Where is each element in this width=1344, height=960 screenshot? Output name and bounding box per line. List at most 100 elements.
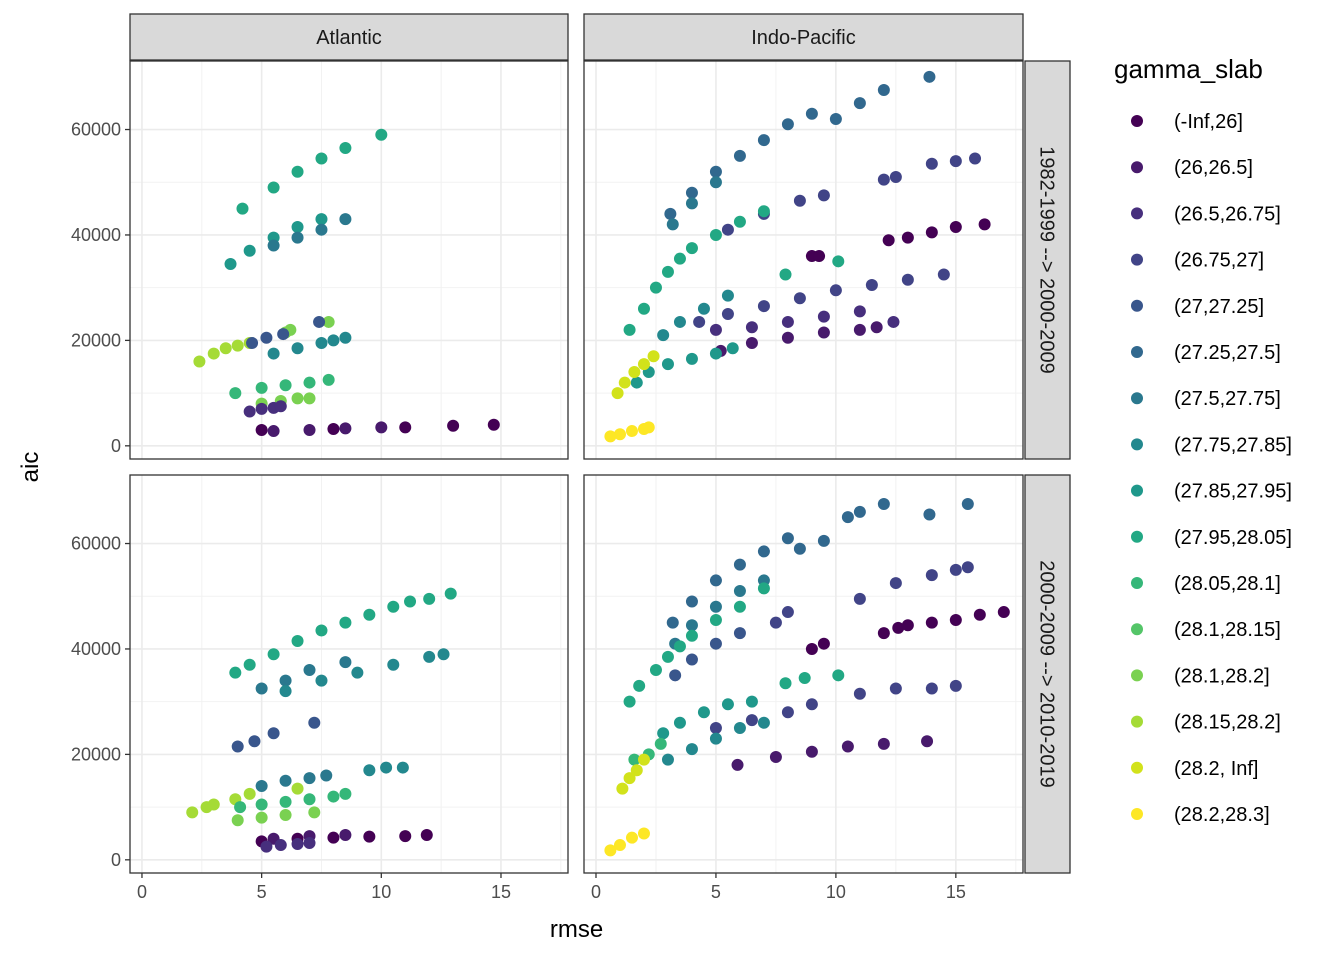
data-point (877, 173, 890, 186)
x-axis-col-2: 0 5 10 15 (591, 873, 966, 902)
legend-item: (-Inf,26] (1131, 111, 1243, 133)
legend-key (1131, 715, 1143, 728)
data-point (757, 582, 770, 595)
legend-item: (26,26.5] (1131, 157, 1253, 179)
data-point (255, 402, 268, 415)
data-series (731, 735, 934, 771)
data-point (399, 830, 412, 843)
data-point (949, 613, 962, 626)
data-point (375, 128, 388, 141)
data-point (925, 157, 938, 170)
data-point (303, 376, 316, 389)
data-point (339, 656, 352, 669)
data-series (611, 350, 660, 400)
data-point (618, 376, 631, 389)
data-point (234, 801, 247, 814)
data-point (322, 315, 335, 328)
data-point (291, 165, 304, 178)
data-point (327, 790, 340, 803)
data-point (925, 616, 938, 629)
data-point (315, 624, 328, 637)
data-point (613, 839, 626, 852)
data-point (623, 695, 636, 708)
legend-key (1131, 253, 1143, 266)
data-point (267, 727, 280, 740)
data-point (805, 107, 818, 120)
data-point (887, 315, 900, 328)
data-point (949, 563, 962, 576)
data-point (923, 508, 936, 521)
data-point (327, 422, 340, 435)
data-point (817, 534, 830, 547)
legend-item: (26.5,26.75] (1131, 203, 1281, 225)
data-point (647, 350, 660, 363)
data-series (657, 695, 758, 740)
data-point (733, 584, 746, 597)
data-point (829, 112, 842, 125)
data-series (193, 337, 256, 368)
data-point (260, 331, 273, 344)
legend-key (1131, 577, 1143, 589)
legend-title: gamma_slab (1114, 54, 1263, 84)
data-point (673, 252, 686, 265)
data-point (709, 732, 722, 745)
y-axis-title: aic (17, 452, 44, 483)
data-point (642, 421, 655, 434)
data-point (685, 619, 698, 632)
data-point (375, 421, 388, 434)
facet-row-strip-1: 1982-1999 --> 2000-2009 (1024, 60, 1071, 460)
data-point (387, 600, 400, 613)
y-tick-label: 40000 (71, 639, 121, 659)
data-point (229, 666, 242, 679)
data-series (234, 787, 352, 814)
data-point (267, 239, 280, 252)
data-point (444, 587, 457, 600)
data-point (757, 205, 770, 218)
data-series (231, 806, 321, 827)
data-point (315, 337, 328, 350)
data-series (721, 152, 982, 236)
data-point (291, 221, 304, 234)
data-point (248, 735, 261, 748)
data-point (853, 305, 866, 318)
data-point (625, 425, 638, 438)
data-point (279, 674, 292, 687)
data-point (661, 358, 674, 371)
legend-label: (28.2,28.3] (1174, 804, 1270, 826)
data-series (666, 497, 974, 629)
data-point (380, 761, 393, 774)
y-tick-label: 60000 (71, 120, 121, 140)
data-series (657, 289, 734, 342)
data-series (279, 648, 450, 698)
data-point (709, 637, 722, 650)
data-point (757, 716, 770, 729)
data-point (666, 616, 679, 629)
data-point (709, 574, 722, 587)
y-axis-row-2: 0 20000 40000 60000 (71, 534, 130, 870)
data-point (769, 616, 782, 629)
data-point (923, 70, 936, 83)
x-tick-label: 10 (826, 882, 846, 902)
data-point (243, 787, 256, 800)
data-point (709, 613, 722, 626)
data-point (733, 600, 746, 613)
data-point (853, 592, 866, 605)
data-point (255, 424, 268, 437)
legend-key (1131, 299, 1143, 312)
data-point (745, 714, 758, 727)
data-series (709, 305, 900, 336)
y-tick-label: 60000 (71, 534, 121, 554)
data-point (623, 772, 636, 785)
data-point (829, 284, 842, 297)
data-point (339, 422, 352, 435)
legend-key (1131, 761, 1143, 774)
data-point (207, 798, 220, 811)
data-point (731, 758, 744, 771)
data-point (224, 257, 237, 270)
facet-strip-indo-pacific: Indo-Pacific (583, 13, 1024, 61)
data-point (798, 671, 811, 684)
data-point (260, 840, 273, 853)
data-series (363, 761, 409, 777)
data-point (865, 279, 878, 292)
data-point (351, 666, 364, 679)
